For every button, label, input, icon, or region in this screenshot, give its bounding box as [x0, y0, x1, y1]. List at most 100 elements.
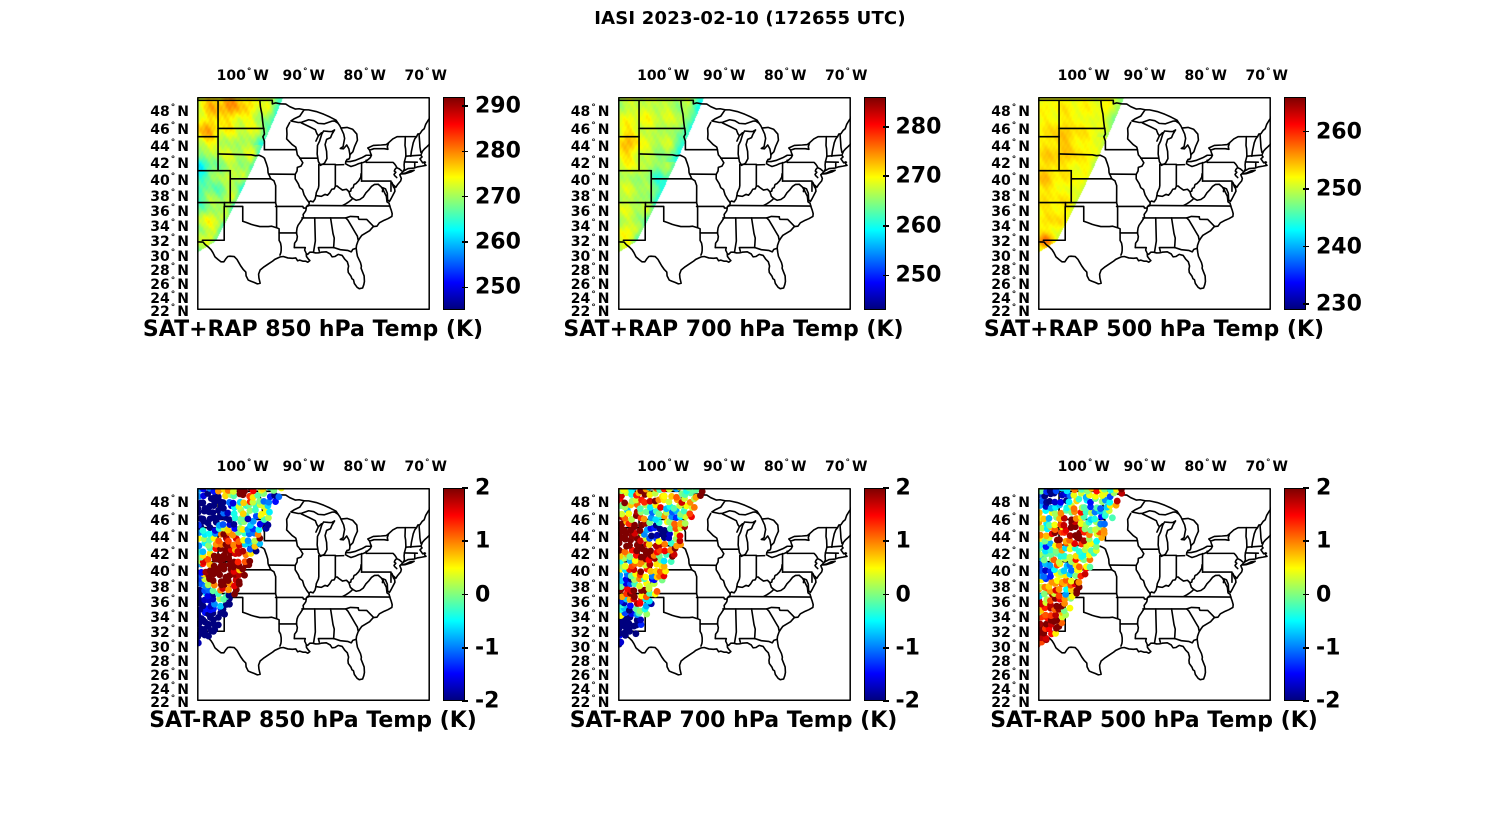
degree-symbol: ° [784, 67, 790, 77]
lat-tick-label: 42° N [150, 546, 189, 564]
degree-symbol: ° [170, 303, 176, 313]
degree-symbol: ° [424, 458, 430, 468]
lat-tick-label: 44° N [570, 138, 610, 156]
lat-tick-label: 28° N [150, 652, 189, 670]
degree-symbol: ° [170, 511, 176, 522]
lon-tick-label: 100° W [1057, 67, 1110, 84]
degree-symbol: ° [1011, 652, 1017, 663]
lat-tick-label: 36° N [150, 203, 189, 221]
colorbar-tick-label: 0 [895, 582, 911, 607]
lat-tick-label: 38° N [570, 187, 610, 205]
colorbar-tick-mark [462, 241, 468, 243]
panel-sat-plus-rap-700: 100° W 90° W 80° W 70° W 48° N 46° N 44° N 42° N 40° N 38… [563, 67, 941, 342]
map-canvas [197, 488, 430, 701]
lon-tick-label: 100° W [637, 67, 690, 84]
degree-symbol: ° [591, 303, 596, 313]
degree-symbol: ° [591, 529, 596, 540]
lat-tick-label: 44° N [150, 529, 189, 547]
colorbar-tick-label: 270 [895, 163, 942, 189]
lat-tick-label: 26° N [570, 275, 610, 293]
panel-title: SAT+RAP 850 hPa Temp (K) [142, 317, 484, 342]
degree-symbol: ° [591, 120, 596, 131]
degree-symbol: ° [170, 247, 176, 258]
degree-symbol: ° [1011, 102, 1017, 113]
degree-symbol: ° [170, 187, 176, 198]
lat-tick-label: 26° N [991, 275, 1030, 293]
lon-tick-label: 100° W [637, 458, 690, 475]
colorbar-tick-mark [882, 700, 889, 702]
lat-tick-label: 32° N [991, 233, 1030, 251]
colorbar-tick-mark [1303, 593, 1309, 596]
degree-symbol: ° [1011, 511, 1017, 522]
degree-symbol: ° [1011, 247, 1017, 258]
map-canvas [617, 97, 851, 310]
degree-symbol: ° [1011, 594, 1017, 605]
colorbar-tick-mark [882, 593, 889, 596]
degree-symbol: ° [723, 458, 729, 468]
lat-tick-label: 26° N [150, 666, 189, 684]
degree-symbol: ° [1011, 624, 1017, 635]
degree-symbol: ° [591, 275, 596, 286]
colorbar-tick-label: -1 [1316, 635, 1341, 661]
degree-symbol: ° [591, 289, 596, 300]
lat-tick-label: 48° N [570, 493, 610, 511]
degree-symbol: ° [1011, 218, 1017, 229]
colorbar-tick-label: 0 [475, 582, 491, 607]
degree-symbol: ° [170, 138, 176, 149]
lat-tick-label: 46° N [570, 511, 610, 529]
lat-tick-label: 38° N [991, 578, 1030, 596]
degree-symbol: ° [170, 652, 176, 663]
degree-symbol: ° [170, 155, 176, 166]
degree-symbol: ° [170, 638, 176, 649]
colorbar-tick-mark [882, 646, 889, 649]
degree-symbol: ° [1011, 120, 1017, 131]
colorbar-tick-mark [462, 150, 468, 153]
degree-symbol: ° [170, 218, 176, 229]
colorbar-tick-label: 290 [475, 93, 521, 119]
lat-tick-label: 48° N [991, 102, 1030, 120]
lat-tick-label: 28° N [991, 652, 1030, 670]
degree-symbol: ° [591, 187, 596, 198]
lat-tick-label: 36° N [991, 203, 1030, 221]
lat-tick-label: 48° N [991, 493, 1030, 511]
colorbar-tick-label: 280 [475, 138, 521, 164]
lat-tick-label: 38° N [991, 187, 1030, 205]
lat-tick-label: 36° N [991, 594, 1030, 612]
lat-tick-label: 34° N [150, 609, 189, 627]
lat-tick-label: 24° N [150, 289, 189, 307]
lon-tick-label: 90° W [282, 458, 325, 475]
degree-symbol: ° [845, 458, 850, 468]
lat-tick-label: 28° N [991, 261, 1030, 279]
lat-tick-label: 30° N [991, 638, 1030, 656]
degree-symbol: ° [784, 458, 790, 468]
lat-tick-label: 48° N [150, 493, 189, 511]
degree-symbol: ° [591, 694, 596, 704]
colorbar-tick-label: 1 [1316, 528, 1332, 554]
colorbar-tick-label: -1 [475, 635, 500, 661]
panel-sat-minus-rap-500: 100° W 90° W 80° W 70° W 48° N 46° N 44° N 42° N 40° N 38… [990, 458, 1340, 733]
degree-symbol: ° [1011, 680, 1017, 691]
colorbar [443, 97, 465, 310]
lon-tick-label: 80° W [1184, 67, 1227, 84]
colorbar-gradient [864, 98, 885, 309]
degree-symbol: ° [1087, 67, 1093, 77]
lat-tick-label: 38° N [150, 187, 189, 205]
lat-tick-label: 32° N [570, 233, 610, 251]
lat-tick-label: 24° N [570, 680, 610, 698]
lat-tick-label: 42° N [570, 546, 610, 564]
lat-tick-label: 30° N [570, 638, 610, 656]
degree-symbol: ° [1144, 67, 1149, 77]
lat-tick-label: 32° N [570, 624, 610, 642]
degree-symbol: ° [591, 680, 596, 691]
lon-tick-label: 90° W [703, 67, 746, 84]
colorbar-gradient [444, 98, 464, 309]
degree-symbol: ° [1011, 187, 1017, 198]
degree-symbol: ° [170, 609, 176, 620]
degree-symbol: ° [170, 120, 176, 131]
lat-tick-label: 46° N [991, 511, 1030, 529]
colorbar-tick-mark [1303, 188, 1309, 190]
degree-symbol: ° [1011, 562, 1017, 573]
map-canvas [197, 97, 430, 310]
colorbar-tick-mark [882, 224, 889, 227]
